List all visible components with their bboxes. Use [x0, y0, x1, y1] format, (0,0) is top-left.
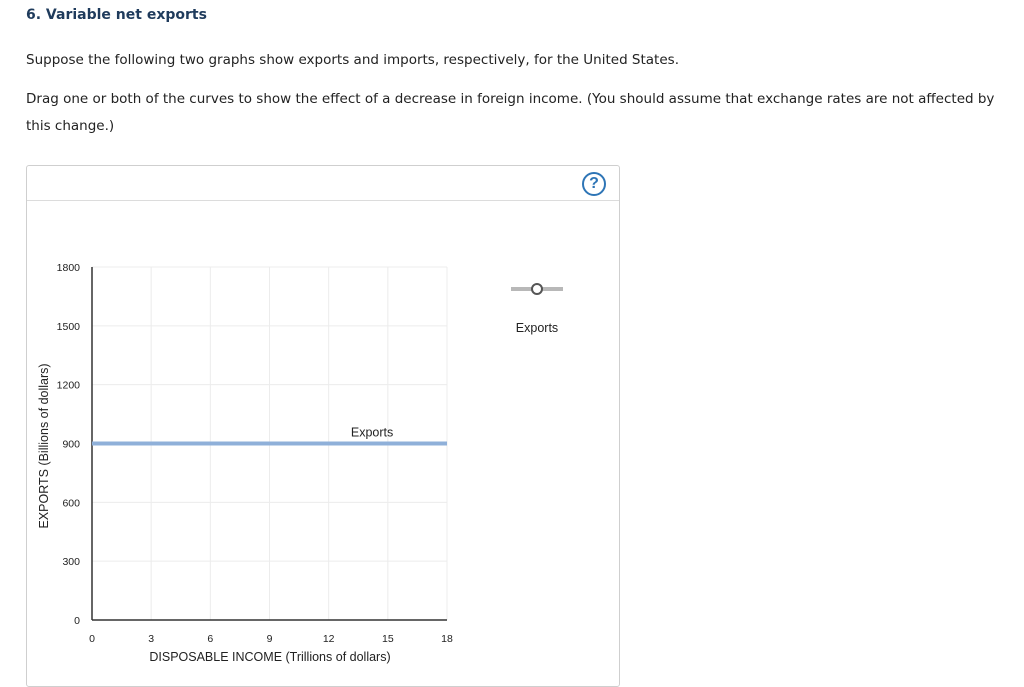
exports-curve-label: Exports	[351, 426, 393, 440]
help-icon[interactable]: ?	[582, 172, 606, 196]
graph-panel: ?	[26, 165, 620, 687]
question-title: 6. Variable net exports	[26, 7, 207, 23]
palette-label: Exports	[516, 321, 558, 335]
exports-palette-tool[interactable]: Exports	[511, 283, 563, 335]
graph-panel-header: ?	[27, 166, 619, 201]
question-instructions-text: Drag one or both of the curves to show t…	[26, 91, 995, 134]
question-intro-text: Suppose the following two graphs show ex…	[26, 52, 679, 68]
palette-point-icon	[531, 283, 543, 295]
curves[interactable]: Exports	[92, 426, 447, 446]
